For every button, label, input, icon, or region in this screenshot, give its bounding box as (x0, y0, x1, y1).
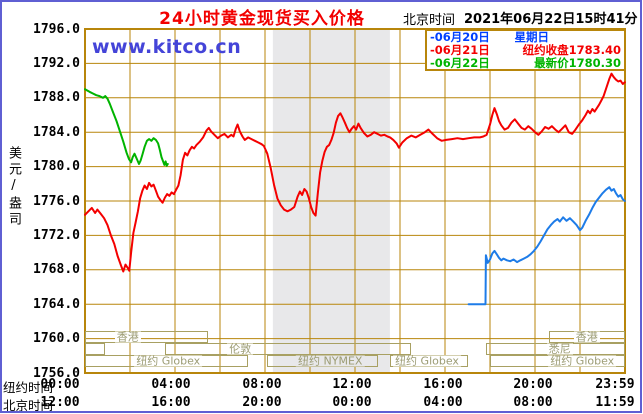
y-tick-label: 1756.0 (33, 365, 80, 381)
legend-item-desc: 星期日 (514, 30, 550, 45)
session-box (85, 331, 208, 343)
y-tick-label: 1768.0 (33, 262, 80, 278)
x-tick-label: 00:00 (40, 377, 80, 392)
session-box (164, 343, 412, 355)
x-tick-label: 04:00 (423, 395, 463, 410)
legend-item-date: -06月21日 (430, 42, 490, 57)
beijing-time-row-label: 北京时间 (3, 398, 54, 413)
legend-item: -06月21日 纽约收盘1783.40 (427, 44, 624, 56)
x-tick-label: 04:00 (151, 377, 191, 392)
session-label: 香港 (573, 330, 600, 344)
y-tick-label: 1788.0 (33, 90, 80, 106)
y-tick-label: 1772.0 (33, 227, 80, 243)
x-tick-label: 12:00 (332, 377, 372, 392)
x-tick-label: 16:00 (423, 377, 463, 392)
y-tick-label: 1784.0 (33, 124, 80, 140)
session-label: 纽约 Globex (134, 354, 203, 368)
x-tick-label: 20:00 (242, 395, 282, 410)
price-series-line-1 (84, 88, 169, 167)
page-title: 24小时黄金现货买入价格 (159, 9, 365, 29)
price-series-line-0 (467, 186, 626, 306)
session-label: 悉尼 (546, 342, 573, 356)
y-tick-label: 1780.0 (33, 159, 80, 175)
session-label: 纽约 Globex (393, 354, 461, 368)
session-label: 伦敦 (227, 342, 254, 356)
x-tick-label: 08:00 (513, 395, 553, 410)
price-series-line-2 (84, 72, 626, 273)
y-tick-label: 1760.0 (33, 331, 80, 347)
y-tick-label: 1796.0 (33, 21, 80, 37)
newyork-time-row-label: 纽约时间 (3, 380, 54, 395)
legend-item: -06月22日 最新价1780.30 (427, 57, 624, 69)
legend-box: -06月20日 星期日 -06月21日 纽约收盘1783.40 -06月22日 最新价17… (425, 29, 626, 71)
beijing-time-label: 北京时间 (403, 13, 456, 28)
session-box (85, 343, 106, 355)
x-tick-label: 00:00 (332, 395, 372, 410)
x-tick-label: 12:00 (40, 395, 80, 410)
legend-item-desc: 纽约收盘1783.40 (522, 42, 621, 57)
kitco-watermark-link[interactable]: www.kitco.cn (92, 36, 242, 58)
session-label: 香港 (114, 330, 141, 344)
x-tick-label: 11:59 (595, 395, 635, 410)
x-tick-label: 20:00 (513, 377, 553, 392)
legend-item-date: -06月20日 (430, 30, 490, 45)
legend-item-date: -06月22日 (430, 55, 490, 70)
session-label: 纽约 NYMEX (296, 354, 365, 368)
x-tick-label: 08:00 (242, 377, 282, 392)
session-label: 纽约 Globex (548, 354, 617, 368)
legend-item: -06月20日 星期日 (427, 31, 624, 43)
y-tick-label: 1792.0 (33, 55, 80, 71)
y-tick-label: 1776.0 (33, 193, 80, 209)
legend-item-desc: 最新价1780.30 (534, 55, 621, 70)
y-axis-title: 美元/盎司 (6, 146, 21, 228)
beijing-time-value: 2021年06月22日15时41分 (464, 12, 638, 27)
x-tick-label: 16:00 (151, 395, 191, 410)
x-tick-label: 23:59 (595, 377, 635, 392)
y-tick-label: 1764.0 (33, 296, 80, 312)
